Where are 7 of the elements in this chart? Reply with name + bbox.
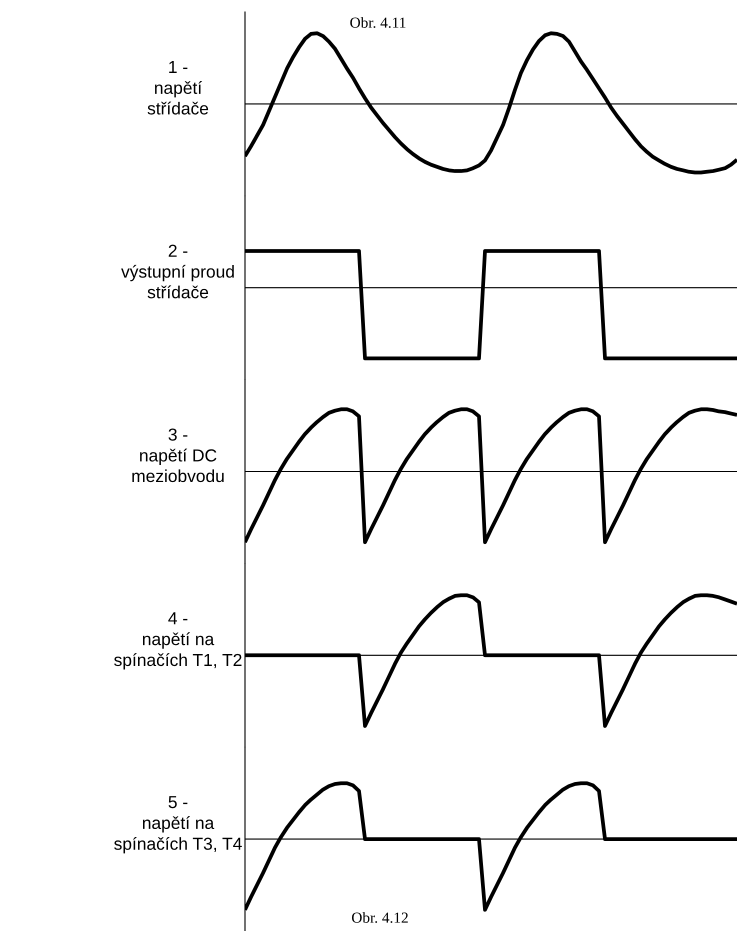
text: 3 - napětí DC meziobvodu — [132, 428, 224, 482]
text: Obr. 4.11 — [350, 17, 406, 28]
text: 4 - napětí na spínačích T1, T2 — [114, 612, 242, 670]
text: 5 - napětí na spínačích T3, T4 — [114, 796, 242, 854]
text: Obr. 4.12 — [352, 912, 408, 923]
text: 2 - výstupní proud střídače — [121, 244, 234, 298]
text: 1 - napětí střídače — [148, 61, 208, 115]
